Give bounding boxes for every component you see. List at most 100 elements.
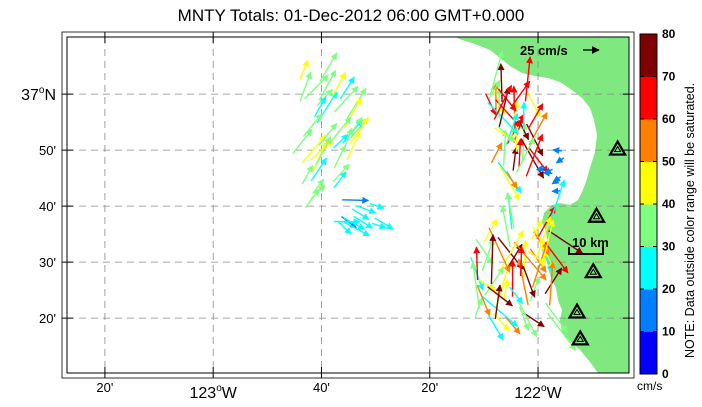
current-vector	[333, 218, 361, 226]
current-vector	[519, 121, 530, 141]
map-frame-outer	[61, 31, 635, 379]
colorbar-tick-label: 60	[662, 112, 676, 126]
current-vector	[319, 52, 338, 82]
current-vector	[301, 134, 326, 164]
colorbar-tick-label: 20	[662, 282, 676, 296]
current-vector	[499, 205, 511, 248]
current-vector	[524, 56, 533, 102]
current-vector	[548, 261, 556, 306]
colorbar-tick-label: 70	[662, 70, 676, 84]
current-vector	[342, 196, 370, 204]
colorbar-segment	[640, 289, 657, 332]
radar-station-icon	[567, 302, 587, 319]
current-vector	[333, 133, 349, 149]
current-vector	[525, 123, 544, 157]
colorbar-segment	[640, 204, 657, 247]
lon-tick-label: 122oW	[514, 383, 562, 402]
current-vector	[520, 101, 528, 130]
scale-vector-label: 25 cm/s	[520, 43, 568, 58]
map-axes: 37oN 50' 40' 30' 20' 20' 123oW 40' 20' 122oW	[21, 32, 634, 402]
current-vector	[333, 171, 347, 189]
current-vector	[489, 50, 504, 96]
current-vector	[333, 144, 346, 169]
map-frame	[66, 36, 630, 374]
current-vector	[349, 116, 370, 145]
radar-stations	[567, 139, 628, 346]
current-vector	[476, 284, 491, 317]
current-vector	[547, 312, 577, 351]
current-vector	[509, 286, 524, 305]
map-title: MNTY Totals: 01-Dec-2012 06:00 GMT+0.000	[177, 6, 525, 25]
colorbar-segment	[640, 246, 657, 290]
current-vector	[481, 295, 519, 327]
current-vector	[475, 238, 494, 265]
scale-bar-label: 10 km	[572, 235, 609, 250]
colorbar-tick-label: 80	[662, 27, 676, 41]
current-vector	[497, 126, 515, 142]
ocean-background	[67, 37, 629, 373]
current-vector	[330, 116, 352, 143]
colorbar-tick-label: 10	[662, 325, 676, 339]
colorbar-segment	[640, 34, 657, 77]
colorbar-segment	[640, 331, 657, 375]
current-vector	[544, 302, 568, 333]
scale-bar-line	[568, 247, 604, 255]
current-vector	[517, 245, 525, 277]
current-vector	[318, 69, 337, 101]
current-vector	[374, 217, 394, 230]
lon-tick-label: 40'	[313, 380, 330, 395]
current-vector	[523, 312, 545, 328]
current-vector	[552, 175, 562, 183]
land-area	[455, 37, 629, 373]
current-vector	[544, 241, 569, 274]
current-vector	[470, 261, 481, 309]
current-vector	[313, 96, 327, 117]
colorbar-segment	[640, 76, 657, 120]
radar-station-icon-inner	[576, 335, 585, 342]
current-vector	[484, 266, 505, 296]
current-vector	[332, 163, 350, 183]
colorbar-tick-label: 40	[662, 197, 676, 211]
lat-tick-label: 40'	[39, 199, 56, 214]
current-vector	[490, 142, 503, 164]
colorbar-segment	[640, 119, 657, 162]
current-vector	[531, 219, 543, 240]
lon-tick-label: 20'	[421, 380, 438, 395]
current-vector	[484, 93, 497, 116]
colorbar-segment	[640, 161, 657, 205]
colorbar-tick-label: 30	[662, 240, 676, 254]
current-vector	[497, 88, 517, 112]
current-vector	[487, 286, 513, 307]
current-vector	[529, 248, 547, 273]
current-vector	[494, 284, 503, 320]
radar-station-icon	[608, 139, 628, 156]
current-vector	[552, 147, 562, 155]
lon-tick-label: 20'	[96, 380, 113, 395]
current-vector	[517, 300, 538, 338]
current-vector	[481, 237, 495, 271]
current-vector	[518, 306, 530, 331]
current-vector	[343, 221, 371, 237]
current-vectors	[292, 50, 584, 351]
colorbar: 0 10 20 30 40 50 60 70 80	[639, 27, 676, 381]
current-vector	[505, 192, 515, 229]
current-vector	[501, 129, 509, 167]
radar-station-icon	[570, 329, 590, 346]
current-vector	[515, 137, 535, 174]
current-vector	[346, 130, 361, 161]
current-vector	[478, 279, 498, 292]
colorbar-note: NOTE: Data outside color range will be s…	[683, 83, 697, 358]
current-vector	[555, 156, 565, 164]
lat-tick-label: 37oN	[21, 85, 56, 104]
current-vector	[304, 74, 329, 100]
current-vector	[292, 128, 313, 154]
current-vector	[318, 122, 338, 146]
radar-station-icon-inner	[613, 145, 622, 153]
colorbar-tick-label: 0	[662, 367, 669, 381]
current-vector	[489, 233, 497, 284]
radar-station-icon-inner	[592, 212, 601, 220]
scale-vector: 25 cm/s	[520, 43, 600, 58]
current-vector	[369, 202, 385, 210]
current-vector	[542, 169, 553, 177]
